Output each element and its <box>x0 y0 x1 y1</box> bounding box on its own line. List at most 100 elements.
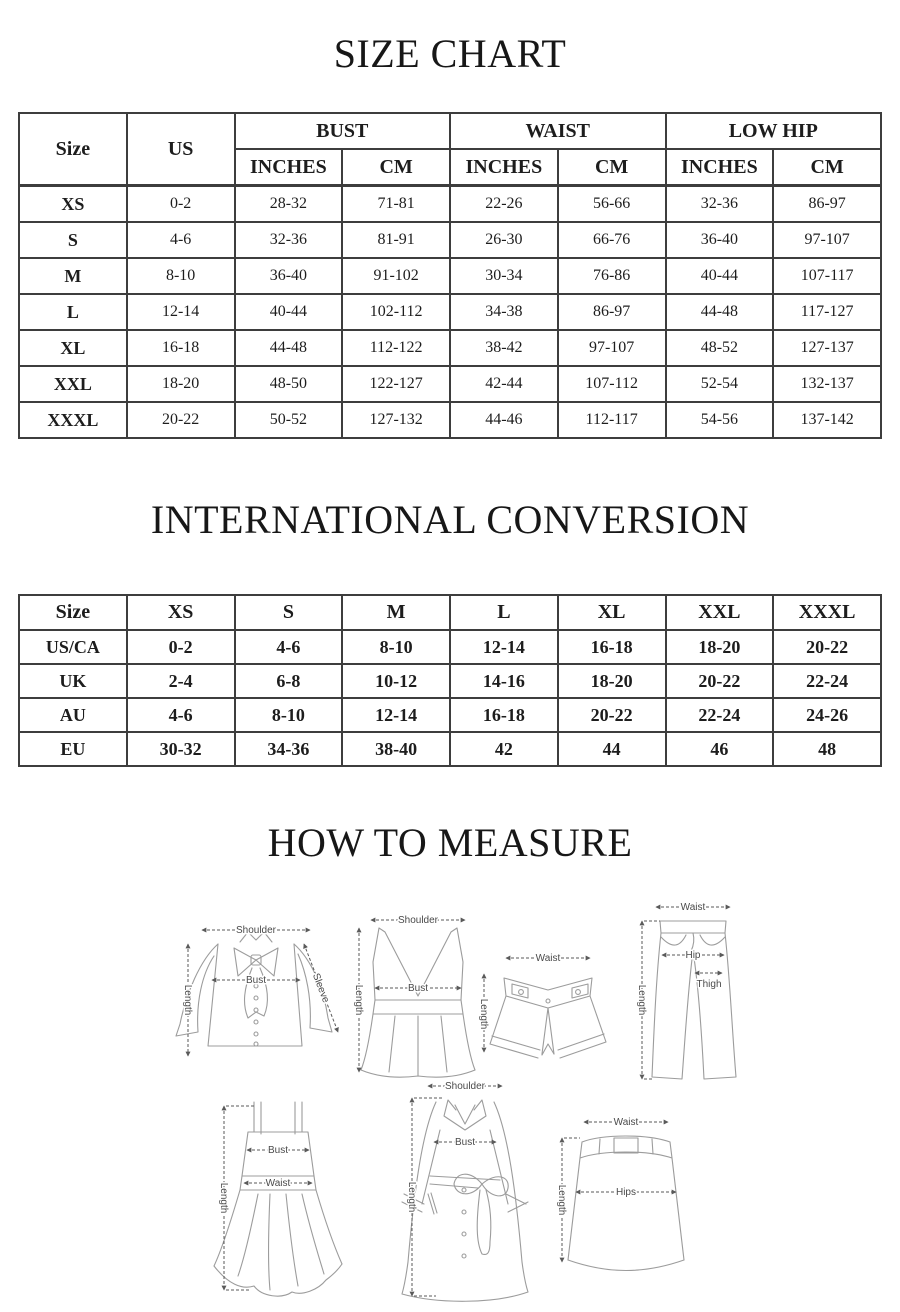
value-cell: 36-40 <box>664 221 775 259</box>
conversion-head: Size XS S M L XL XXL XXXL <box>18 594 882 631</box>
value-cell: 48-52 <box>664 329 775 367</box>
value-cell: 71-81 <box>341 184 451 223</box>
waist-label: Waist <box>536 953 561 964</box>
value-cell: 44-46 <box>449 401 559 439</box>
length-label: Length <box>556 1185 567 1216</box>
bust-group-header: BUST <box>233 112 451 150</box>
bust-label: Bust <box>408 983 428 994</box>
value-cell: 107-112 <box>556 365 667 403</box>
value-cell: 8-10 <box>125 257 236 295</box>
value-cell: 107-117 <box>772 257 882 295</box>
length-label: Length <box>478 999 489 1030</box>
value-cell: 112-122 <box>341 329 451 367</box>
value-cell: 18-20 <box>664 629 775 665</box>
table-row: Size US BUST WAIST LOW HIP <box>18 112 882 187</box>
size-label-cell: XS <box>18 184 128 223</box>
shoulder-label: Shoulder <box>398 915 439 926</box>
value-cell: 86-97 <box>772 184 882 223</box>
value-cell: 16-18 <box>556 629 667 665</box>
table-row: US/CA 0-2 4-6 8-10 12-14 16-18 18-20 20-22 <box>18 629 882 665</box>
waist-inches-header: INCHES <box>449 148 559 187</box>
region-label-cell: AU <box>18 697 128 733</box>
column-header: XS <box>125 594 236 631</box>
waist-cm-header: CM <box>556 148 667 187</box>
blouse-measures: Shoulder Bust Length Sleeve <box>181 924 339 1057</box>
skirt-measures: Waist Hips Length <box>555 1116 677 1263</box>
value-cell: 4-6 <box>233 629 344 665</box>
dress-outline <box>213 1101 343 1297</box>
table-row: EU 30-32 34-36 38-40 42 44 46 48 <box>18 731 882 767</box>
value-cell: 81-91 <box>341 221 451 259</box>
conversion-title: INTERNATIONAL CONVERSION <box>150 497 750 542</box>
value-cell: 18-20 <box>556 663 667 699</box>
value-cell: 20-22 <box>556 697 667 733</box>
bust-label: Bust <box>455 1137 475 1148</box>
value-cell: 117-127 <box>772 293 882 331</box>
table-row: UK 2-4 6-8 10-12 14-16 18-20 20-22 22-24 <box>18 663 882 699</box>
column-header: XL <box>556 594 667 631</box>
value-cell: 97-107 <box>772 221 882 259</box>
value-cell: 91-102 <box>341 257 451 295</box>
value-cell: 97-107 <box>556 329 667 367</box>
table-row: S 4-6 32-36 81-91 26-30 66-76 36-40 97-107 <box>18 221 882 259</box>
size-label-cell: S <box>18 221 128 259</box>
measure-figures: Shoulder Bust Length Sleeve Shoulder Bus… <box>0 872 900 1312</box>
size-chart-body: XS 0-2 28-32 71-81 22-26 56-66 32-36 86-97 S 4-6 3… <box>18 184 882 439</box>
value-cell: 122-127 <box>341 365 451 403</box>
table-row: INCHES CM INCHES CM INCHES CM <box>19 148 882 187</box>
value-cell: 137-142 <box>772 401 882 439</box>
value-cell: 22-24 <box>664 697 775 733</box>
bust-cm-header: CM <box>341 148 451 187</box>
size-column-header: Size <box>18 112 128 187</box>
waist-label: Waist <box>681 902 706 913</box>
tank-top-outline <box>360 927 476 1078</box>
value-cell: 52-54 <box>664 365 775 403</box>
pants-sketch: Waist Hip Thigh Length <box>635 901 737 1080</box>
pants-outline <box>651 920 737 1080</box>
region-label-cell: UK <box>18 663 128 699</box>
shoulder-label: Shoulder <box>445 1081 486 1092</box>
value-cell: 4-6 <box>125 221 236 259</box>
region-label-cell: US/CA <box>18 629 128 665</box>
bust-label: Bust <box>246 975 266 986</box>
table-row: L 12-14 40-44 102-112 34-38 86-97 44-48 117-127 <box>18 293 882 331</box>
value-cell: 50-52 <box>233 401 344 439</box>
blouse-outline <box>175 931 333 1047</box>
value-cell: 32-36 <box>664 184 775 223</box>
value-cell: 36-40 <box>233 257 344 295</box>
value-cell: 8-10 <box>233 697 344 733</box>
value-cell: 42 <box>449 731 559 767</box>
value-cell: 20-22 <box>772 629 882 665</box>
value-cell: 8-10 <box>341 629 451 665</box>
value-cell: 22-26 <box>449 184 559 223</box>
value-cell: 0-2 <box>125 629 236 665</box>
table-row: Size XS S M L XL XXL XXXL <box>18 594 882 631</box>
table-row: XXXL 20-22 50-52 127-132 44-46 112-117 54-56 13… <box>18 401 882 439</box>
dress-sketch: Bust Waist Length <box>213 1101 343 1297</box>
size-label-cell: XXXL <box>18 401 128 439</box>
value-cell: 30-32 <box>125 731 236 767</box>
value-cell: 38-40 <box>341 731 451 767</box>
value-cell: 48-50 <box>233 365 344 403</box>
pants-measures: Waist Hip Thigh Length <box>635 901 731 1080</box>
column-header: L <box>449 594 559 631</box>
table-row: XS 0-2 28-32 71-81 22-26 56-66 32-36 86-97 <box>18 184 882 223</box>
lowhip-inches-header: INCHES <box>664 148 775 187</box>
value-cell: 22-24 <box>772 663 882 699</box>
skirt-sketch: Waist Hips Length <box>555 1116 685 1271</box>
value-cell: 12-14 <box>125 293 236 331</box>
value-cell: 46 <box>664 731 775 767</box>
column-header: M <box>341 594 451 631</box>
column-header: XXL <box>664 594 775 631</box>
size-chart-table: Size US BUST WAIST LOW HIP INCHES CM INC… <box>18 112 882 439</box>
bust-label: Bust <box>268 1145 288 1156</box>
region-label-cell: EU <box>18 731 128 767</box>
size-label-cell: XL <box>18 329 128 367</box>
waist-label: Waist <box>614 1117 639 1128</box>
value-cell: 32-36 <box>233 221 344 259</box>
conversion-body: US/CA 0-2 4-6 8-10 12-14 16-18 18-20 20-22 UK 2-4… <box>18 629 882 767</box>
value-cell: 127-137 <box>772 329 882 367</box>
value-cell: 0-2 <box>125 184 236 223</box>
value-cell: 26-30 <box>449 221 559 259</box>
value-cell: 42-44 <box>449 365 559 403</box>
